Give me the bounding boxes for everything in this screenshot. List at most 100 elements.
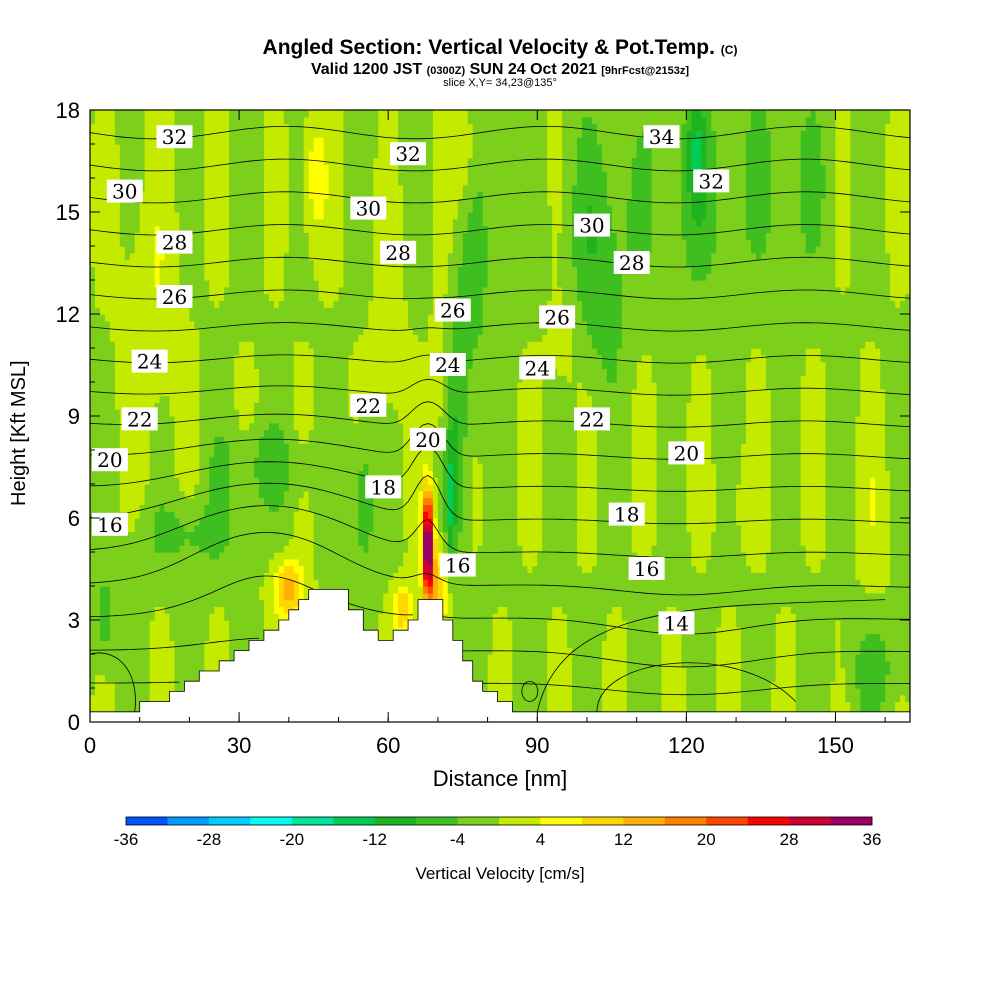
- velocity-cell: [666, 545, 673, 553]
- velocity-cell: [278, 579, 285, 587]
- velocity-cell: [557, 633, 563, 641]
- velocity-cell: [586, 681, 593, 689]
- velocity-cell: [159, 511, 166, 519]
- velocity-cell: [492, 667, 499, 675]
- velocity-cell: [333, 524, 340, 533]
- velocity-cell: [770, 545, 777, 553]
- velocity-cell: [850, 633, 856, 641]
- velocity-cell: [661, 688, 668, 696]
- velocity-cell: [99, 620, 106, 628]
- velocity-cell: [750, 531, 757, 539]
- velocity-cell: [721, 606, 727, 614]
- velocity-cell: [383, 599, 389, 607]
- velocity-cell: [457, 586, 464, 594]
- velocity-cell: [487, 626, 494, 635]
- velocity-cell: [452, 524, 459, 533]
- velocity-cell: [582, 592, 588, 601]
- velocity-cell: [194, 660, 200, 669]
- velocity-cell: [681, 565, 687, 573]
- velocity-cell: [676, 545, 682, 553]
- velocity-cell: [631, 633, 638, 641]
- velocity-cell: [114, 681, 121, 689]
- velocity-cell: [263, 538, 270, 546]
- velocity-cell: [626, 531, 633, 539]
- velocity-cell: [104, 599, 111, 607]
- velocity-cell: [736, 701, 742, 709]
- velocity-cell: [179, 572, 186, 580]
- velocity-cell: [169, 660, 176, 669]
- velocity-cell: [403, 565, 409, 573]
- velocity-cell: [472, 633, 479, 641]
- velocity-cell: [701, 626, 707, 635]
- velocity-cell: [890, 599, 896, 607]
- velocity-cell: [487, 674, 494, 682]
- velocity-cell: [880, 688, 886, 696]
- velocity-cell: [139, 531, 146, 539]
- velocity-cell: [492, 524, 499, 533]
- velocity-cell: [572, 599, 578, 607]
- velocity-cell: [179, 531, 186, 539]
- velocity-cell: [537, 558, 543, 567]
- velocity-cell: [865, 660, 871, 669]
- velocity-cell: [696, 524, 702, 533]
- velocity-cell: [214, 599, 220, 607]
- velocity-cell: [855, 572, 861, 580]
- velocity-cell: [641, 531, 648, 539]
- velocity-cell: [775, 592, 782, 601]
- velocity-cell: [492, 660, 499, 669]
- velocity-cell: [283, 518, 290, 526]
- velocity-cell: [477, 599, 484, 607]
- velocity-cell: [716, 694, 722, 703]
- velocity-cell: [765, 674, 772, 682]
- velocity-cell: [875, 558, 881, 567]
- velocity-cell: [572, 667, 578, 675]
- velocity-cell: [711, 558, 717, 567]
- velocity-cell: [741, 626, 747, 635]
- velocity-cell: [467, 599, 474, 607]
- velocity-cell: [681, 660, 687, 669]
- velocity-cell: [741, 524, 747, 533]
- velocity-cell: [482, 667, 489, 675]
- velocity-cell: [656, 518, 663, 526]
- velocity-cell: [209, 654, 215, 662]
- velocity-cell: [527, 688, 533, 696]
- velocity-cell: [681, 688, 687, 696]
- velocity-cell: [119, 565, 126, 573]
- velocity-cell: [711, 667, 717, 675]
- velocity-cell: [875, 606, 881, 614]
- velocity-cell: [144, 674, 151, 682]
- velocity-cell: [726, 674, 732, 682]
- velocity-cell: [99, 538, 106, 546]
- velocity-cell: [199, 552, 205, 560]
- velocity-cell: [119, 674, 126, 682]
- velocity-cell: [736, 688, 742, 696]
- velocity-cell: [895, 531, 901, 539]
- velocity-cell: [621, 572, 628, 580]
- velocity-cell: [462, 626, 469, 635]
- velocity-cell: [721, 701, 727, 709]
- velocity-cell: [736, 613, 742, 621]
- velocity-cell: [492, 579, 499, 587]
- velocity-cell: [502, 694, 509, 703]
- velocity-cell: [696, 545, 702, 553]
- velocity-cell: [736, 586, 742, 594]
- velocity-cell: [726, 633, 732, 641]
- velocity-cell: [860, 565, 866, 573]
- velocity-cell: [731, 647, 737, 655]
- velocity-cell: [303, 558, 310, 567]
- velocity-cell: [676, 565, 682, 573]
- velocity-cell: [363, 620, 369, 628]
- velocity-cell: [780, 701, 787, 709]
- velocity-cell: [199, 579, 205, 587]
- velocity-cell: [760, 538, 767, 546]
- velocity-cell: [875, 626, 881, 635]
- velocity-cell: [780, 647, 787, 655]
- velocity-cell: [169, 565, 176, 573]
- velocity-cell: [616, 592, 623, 601]
- velocity-cell: [790, 545, 797, 553]
- velocity-cell: [760, 586, 767, 594]
- velocity-cell: [159, 538, 166, 546]
- velocity-cell: [184, 572, 190, 580]
- velocity-cell: [840, 688, 846, 696]
- velocity-cell: [601, 626, 608, 635]
